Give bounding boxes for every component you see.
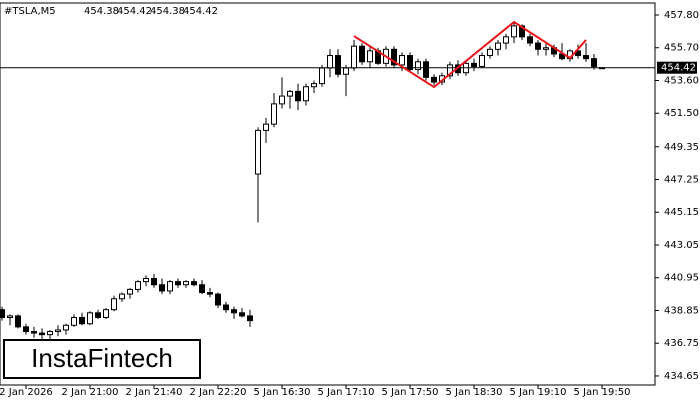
candle-body — [167, 281, 173, 292]
y-tick-label: 445.15 — [664, 207, 699, 218]
candle-body — [447, 64, 453, 77]
candle-body — [407, 55, 413, 71]
candle-body — [255, 129, 261, 175]
candle-body — [119, 293, 125, 300]
candle-body — [519, 25, 525, 38]
candle-body — [191, 281, 197, 286]
candle-body — [535, 42, 541, 50]
candle-body — [343, 67, 349, 75]
candle-body — [151, 278, 157, 286]
symbol: #TSLA,M5 — [4, 6, 56, 17]
candle-body — [239, 312, 245, 317]
candle-body — [247, 315, 253, 322]
candle-body — [55, 329, 61, 333]
candle-body — [175, 281, 181, 286]
candle-body — [263, 123, 269, 131]
candle-body — [223, 304, 229, 311]
pattern-line — [353, 20, 587, 89]
candle-body — [471, 62, 477, 67]
x-tick-label: 2 Jan 21:40 — [126, 387, 183, 398]
candle-body — [0, 309, 5, 318]
x-tick-label: 5 Jan 19:10 — [510, 387, 567, 398]
y-tick-label: 449.35 — [664, 142, 699, 153]
header-low: 454.38 — [150, 6, 185, 17]
candle-body — [183, 281, 189, 286]
y-tick-label: 438.85 — [664, 305, 699, 316]
candle-body — [111, 298, 117, 311]
x-tick-label: 5 Jan 16:30 — [254, 387, 311, 398]
x-tick-label: 5 Jan 17:10 — [318, 387, 375, 398]
candle-body — [287, 90, 293, 97]
y-tick-label: 453.60 — [664, 75, 699, 86]
candle-body — [335, 55, 341, 75]
candle-body — [295, 90, 301, 102]
candle-body — [47, 331, 53, 336]
candle-body — [303, 86, 309, 102]
candle-body — [327, 55, 333, 69]
candle-body — [503, 36, 509, 44]
candle-body — [63, 324, 69, 331]
candle-body — [7, 315, 13, 318]
header-close: 454.42 — [183, 6, 218, 17]
x-tick-label: 5 Jan 18:30 — [446, 387, 503, 398]
header-high: 454.42 — [117, 6, 152, 17]
candle-body — [311, 83, 317, 88]
candle-body — [127, 288, 133, 295]
candle-body — [39, 332, 45, 336]
candle-body — [135, 281, 141, 290]
candle-body — [511, 25, 517, 38]
candle-body — [543, 47, 549, 50]
x-tick-label: 2 Jan 22:20 — [190, 387, 247, 398]
candle-body — [399, 55, 405, 66]
x-tick-label: 5 Jan 17:50 — [382, 387, 439, 398]
y-tick-label: 443.05 — [664, 240, 699, 251]
y-tick-label: 447.25 — [664, 174, 699, 185]
candle-body — [591, 58, 597, 67]
candle-body — [279, 95, 285, 105]
candle-body — [71, 316, 77, 326]
candle-body — [207, 292, 213, 295]
candle-body — [351, 45, 357, 69]
header-open: 454.38 — [84, 6, 119, 17]
x-tick-label: 2 Jan 2026 — [0, 387, 53, 398]
candle-body — [367, 50, 373, 63]
price-label: 454.42 — [661, 63, 696, 74]
candle-body — [527, 36, 533, 44]
y-tick-label: 436.75 — [664, 338, 699, 349]
y-tick-label: 457.80 — [664, 10, 699, 21]
candle-body — [359, 45, 365, 63]
candle-body — [87, 312, 93, 325]
y-tick-label: 451.50 — [664, 108, 699, 119]
candle-body — [391, 48, 397, 66]
candle-body — [31, 331, 37, 334]
candle-body — [495, 42, 501, 50]
x-tick-label: 5 Jan 19:50 — [574, 387, 631, 398]
y-tick-label: 455.70 — [664, 43, 699, 54]
candle-body — [271, 103, 277, 125]
candle-body — [159, 284, 165, 292]
watermark-box — [3, 339, 201, 379]
candle-body — [479, 55, 485, 67]
candle-body — [23, 326, 29, 333]
candle-body — [199, 284, 205, 294]
candle-body — [423, 61, 429, 78]
y-tick-label: 434.65 — [664, 371, 699, 382]
candle-body — [143, 278, 149, 283]
candle-body — [231, 309, 237, 314]
candle-body — [487, 48, 493, 57]
y-tick-label: 440.95 — [664, 273, 699, 284]
candle-body — [215, 293, 221, 306]
candle-body — [583, 55, 589, 60]
candle-body — [103, 309, 109, 318]
candle-body — [15, 315, 21, 328]
candle-body — [319, 67, 325, 85]
price-label-box — [657, 61, 697, 74]
x-tick-label: 2 Jan 21:00 — [62, 387, 119, 398]
candle-body — [415, 61, 421, 71]
candle-body — [79, 316, 85, 325]
candle-body — [431, 76, 437, 83]
candle-body — [95, 312, 101, 318]
watermark: InstaFintech — [31, 343, 173, 373]
